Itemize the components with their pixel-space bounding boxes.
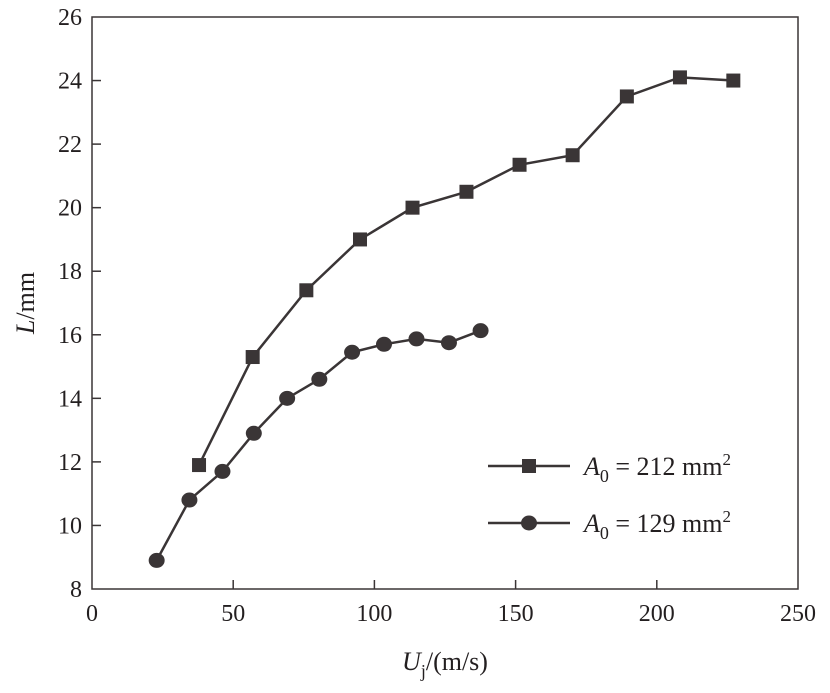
data-point xyxy=(181,492,198,508)
y-tick-label: 20 xyxy=(58,196,82,222)
data-point xyxy=(726,73,741,88)
data-point xyxy=(619,89,634,104)
legend: A0 = 212 mm2 A0 = 129 mm2 xyxy=(488,450,731,543)
legend-marker xyxy=(521,515,537,531)
y-tick-label: 12 xyxy=(58,450,82,476)
x-tick-label: 250 xyxy=(780,601,816,627)
x-tick-label: 200 xyxy=(639,601,675,627)
x-tick-label: 0 xyxy=(86,601,98,627)
y-tick-label: 26 xyxy=(58,5,82,31)
y-tick-label: 14 xyxy=(58,386,82,412)
legend-entry-2: A0 = 129 mm2 xyxy=(488,507,731,543)
x-tick-label: 100 xyxy=(356,601,392,627)
data-point xyxy=(672,70,687,85)
plot-frame xyxy=(91,16,799,590)
data-point xyxy=(299,283,314,298)
x-tick-label: 50 xyxy=(221,601,245,627)
y-tick-label: 8 xyxy=(70,577,82,603)
y-axis-label: L/mm xyxy=(11,272,40,335)
legend-label: A0 = 129 mm2 xyxy=(582,507,731,543)
series-2 xyxy=(148,323,489,568)
data-point xyxy=(376,336,393,352)
y-tick-label: 10 xyxy=(58,513,82,539)
data-point xyxy=(352,232,367,247)
data-point xyxy=(214,463,231,479)
data-point xyxy=(512,157,527,172)
y-tick-label: 24 xyxy=(58,69,82,95)
data-point xyxy=(344,344,361,360)
data-point xyxy=(440,335,457,351)
data-point xyxy=(279,390,296,406)
data-point xyxy=(245,350,260,365)
data-point xyxy=(405,200,420,215)
data-point xyxy=(408,331,425,347)
series-1 xyxy=(192,70,741,473)
x-tick-label: 150 xyxy=(498,601,534,627)
legend-marker xyxy=(522,459,536,473)
data-point xyxy=(472,323,489,339)
data-point xyxy=(148,552,165,568)
data-point xyxy=(192,458,207,473)
data-point xyxy=(311,371,328,387)
data-point xyxy=(245,425,262,441)
x-axis-label: Uj/(m/s) xyxy=(402,647,488,681)
series-line xyxy=(155,329,482,561)
legend-label: A0 = 212 mm2 xyxy=(582,450,731,486)
y-tick-label: 22 xyxy=(58,132,82,158)
y-tick-label: 16 xyxy=(58,323,82,349)
data-point xyxy=(565,148,580,163)
legend-entry-1: A0 = 212 mm2 xyxy=(488,450,731,486)
y-tick-label: 18 xyxy=(58,259,82,285)
data-point xyxy=(459,184,474,199)
